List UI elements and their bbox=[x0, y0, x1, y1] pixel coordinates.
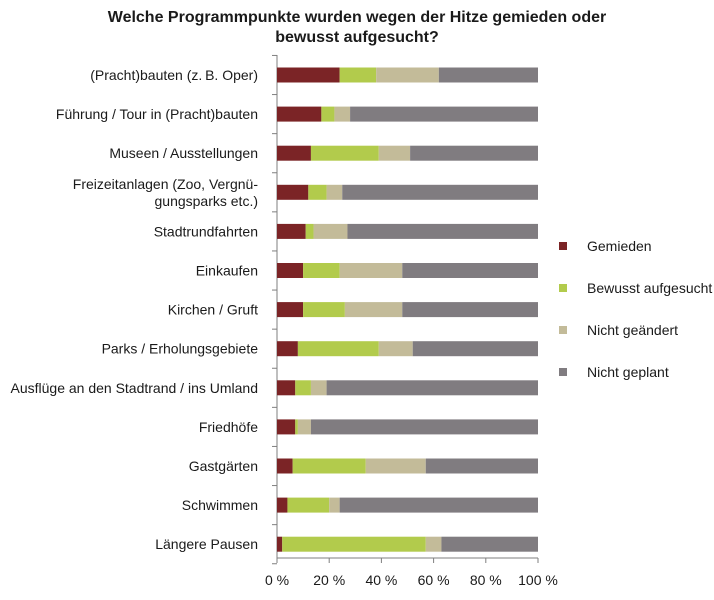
bar-segment-nicht-ge-ndert bbox=[339, 263, 403, 278]
category-label: Einkaufen bbox=[196, 263, 258, 279]
bar-segment-nicht-ge-ndert bbox=[378, 145, 411, 161]
category-labels: (Pracht)bauten (z. B. Oper) Führung / Tou… bbox=[11, 67, 259, 552]
bar-segment-nicht-ge-ndert bbox=[329, 497, 340, 513]
bar-segment-gemieden bbox=[277, 223, 306, 239]
bar-segment-nicht-ge-ndert bbox=[313, 223, 348, 239]
bar-segment-nicht-geplant bbox=[326, 380, 538, 396]
category-label: Schwimmen bbox=[182, 497, 258, 513]
bar-segment-gemieden bbox=[277, 263, 304, 278]
legend-swatch bbox=[559, 368, 567, 376]
legend-label: Nicht geplant bbox=[587, 364, 669, 380]
bar-segment-gemieden bbox=[277, 341, 298, 357]
bar-segment-gemieden bbox=[277, 497, 288, 513]
category-label: Parks / Erholungsgebiete bbox=[102, 341, 259, 357]
category-label: Stadtrundfahrten bbox=[154, 223, 258, 239]
legend-swatch bbox=[559, 326, 567, 334]
bar-segment-bewusst-aufgesucht bbox=[303, 302, 345, 318]
bar-segment-gemieden bbox=[277, 67, 340, 83]
bar-segment-nicht-geplant bbox=[441, 536, 538, 552]
x-tick-label: 60 % bbox=[418, 572, 450, 588]
bar-segment-nicht-geplant bbox=[339, 497, 538, 513]
bar-segment-nicht-geplant bbox=[410, 145, 538, 161]
bar-segment-gemieden bbox=[277, 106, 322, 122]
chart-title-line-1: Welche Programmpunkte wurden wegen der H… bbox=[107, 9, 607, 26]
category-label: Führung / Tour in (Pracht)bauten bbox=[56, 106, 258, 122]
bar-segment-bewusst-aufgesucht bbox=[339, 67, 377, 83]
category-label: (Pracht)bauten (z. B. Oper) bbox=[90, 67, 258, 83]
bar-segment-bewusst-aufgesucht bbox=[292, 458, 366, 474]
legend: Gemieden Bewusst aufgesucht Nicht geändert… bbox=[559, 238, 712, 380]
bar-segment-nicht-ge-ndert bbox=[425, 536, 442, 552]
bar-segment-nicht-ge-ndert bbox=[297, 419, 311, 435]
bar-segment-nicht-ge-ndert bbox=[334, 106, 351, 122]
bar-segment-nicht-geplant bbox=[342, 184, 538, 200]
bar-segment-nicht-geplant bbox=[425, 458, 538, 474]
bar-segment-nicht-geplant bbox=[310, 419, 538, 435]
bar-segment-nicht-ge-ndert bbox=[376, 67, 439, 83]
bar-segment-nicht-ge-ndert bbox=[365, 458, 426, 474]
bars-layer bbox=[277, 67, 538, 552]
bar-segment-bewusst-aufgesucht bbox=[282, 536, 426, 552]
bar-segment-nicht-geplant bbox=[350, 106, 538, 122]
legend-label: Nicht geändert bbox=[587, 322, 678, 338]
legend-label: Bewusst aufgesucht bbox=[587, 280, 712, 296]
bar-segment-nicht-geplant bbox=[438, 67, 538, 83]
category-label: Friedhöfe bbox=[199, 419, 258, 435]
bar-segment-gemieden bbox=[277, 536, 283, 552]
bar-segment-bewusst-aufgesucht bbox=[295, 380, 311, 396]
bar-segment-gemieden bbox=[277, 145, 311, 161]
x-tick-label: 40 % bbox=[365, 572, 397, 588]
x-tick-label: 100 % bbox=[518, 572, 558, 588]
bar-segment-nicht-ge-ndert bbox=[344, 302, 403, 318]
bar-segment-gemieden bbox=[277, 302, 304, 318]
bar-segment-bewusst-aufgesucht bbox=[303, 263, 340, 278]
legend-swatch bbox=[559, 242, 567, 250]
bar-segment-gemieden bbox=[277, 458, 293, 474]
bar-segment-nicht-ge-ndert bbox=[326, 184, 343, 200]
category-label: Kirchen / Gruft bbox=[168, 302, 258, 318]
bar-segment-nicht-geplant bbox=[402, 302, 538, 318]
legend-label: Gemieden bbox=[587, 238, 652, 254]
bar-segment-bewusst-aufgesucht bbox=[321, 106, 335, 122]
bar-segment-nicht-geplant bbox=[347, 223, 538, 239]
bar-segment-gemieden bbox=[277, 419, 296, 435]
category-label: Ausflüge an den Stadtrand / ins Umland bbox=[11, 380, 259, 396]
category-label: Längere Pausen bbox=[155, 536, 258, 552]
x-tick-label: 0 % bbox=[265, 572, 289, 588]
legend-swatch bbox=[559, 284, 567, 292]
category-label: Freizeitanlagen (Zoo, Vergnü- bbox=[73, 176, 259, 192]
bar-segment-nicht-geplant bbox=[402, 263, 538, 278]
bar-segment-gemieden bbox=[277, 380, 296, 396]
category-label: Gastgärten bbox=[189, 458, 258, 474]
bar-segment-nicht-geplant bbox=[412, 341, 538, 357]
bar-segment-bewusst-aufgesucht bbox=[308, 184, 327, 200]
category-label: gungsparks etc.) bbox=[155, 193, 259, 209]
bar-segment-nicht-ge-ndert bbox=[378, 341, 413, 357]
category-label: Museen / Ausstellungen bbox=[109, 145, 258, 161]
x-tick-label: 20 % bbox=[313, 572, 345, 588]
bar-segment-nicht-ge-ndert bbox=[310, 380, 327, 396]
x-tick-label: 80 % bbox=[470, 572, 502, 588]
bar-segment-bewusst-aufgesucht bbox=[295, 419, 298, 435]
bar-segment-gemieden bbox=[277, 184, 309, 200]
chart-title: Welche Programmpunkte wurden wegen der H… bbox=[0, 8, 714, 48]
bar-segment-bewusst-aufgesucht bbox=[310, 145, 379, 161]
bar-segment-bewusst-aufgesucht bbox=[297, 341, 379, 357]
bar-segment-bewusst-aufgesucht bbox=[287, 497, 330, 513]
bar-segment-bewusst-aufgesucht bbox=[305, 223, 314, 239]
chart-title-line-2: bewusst aufgesucht? bbox=[275, 29, 439, 46]
x-tick-labels: 0 % 20 % 40 % 60 % 80 % 100 % bbox=[265, 558, 558, 588]
